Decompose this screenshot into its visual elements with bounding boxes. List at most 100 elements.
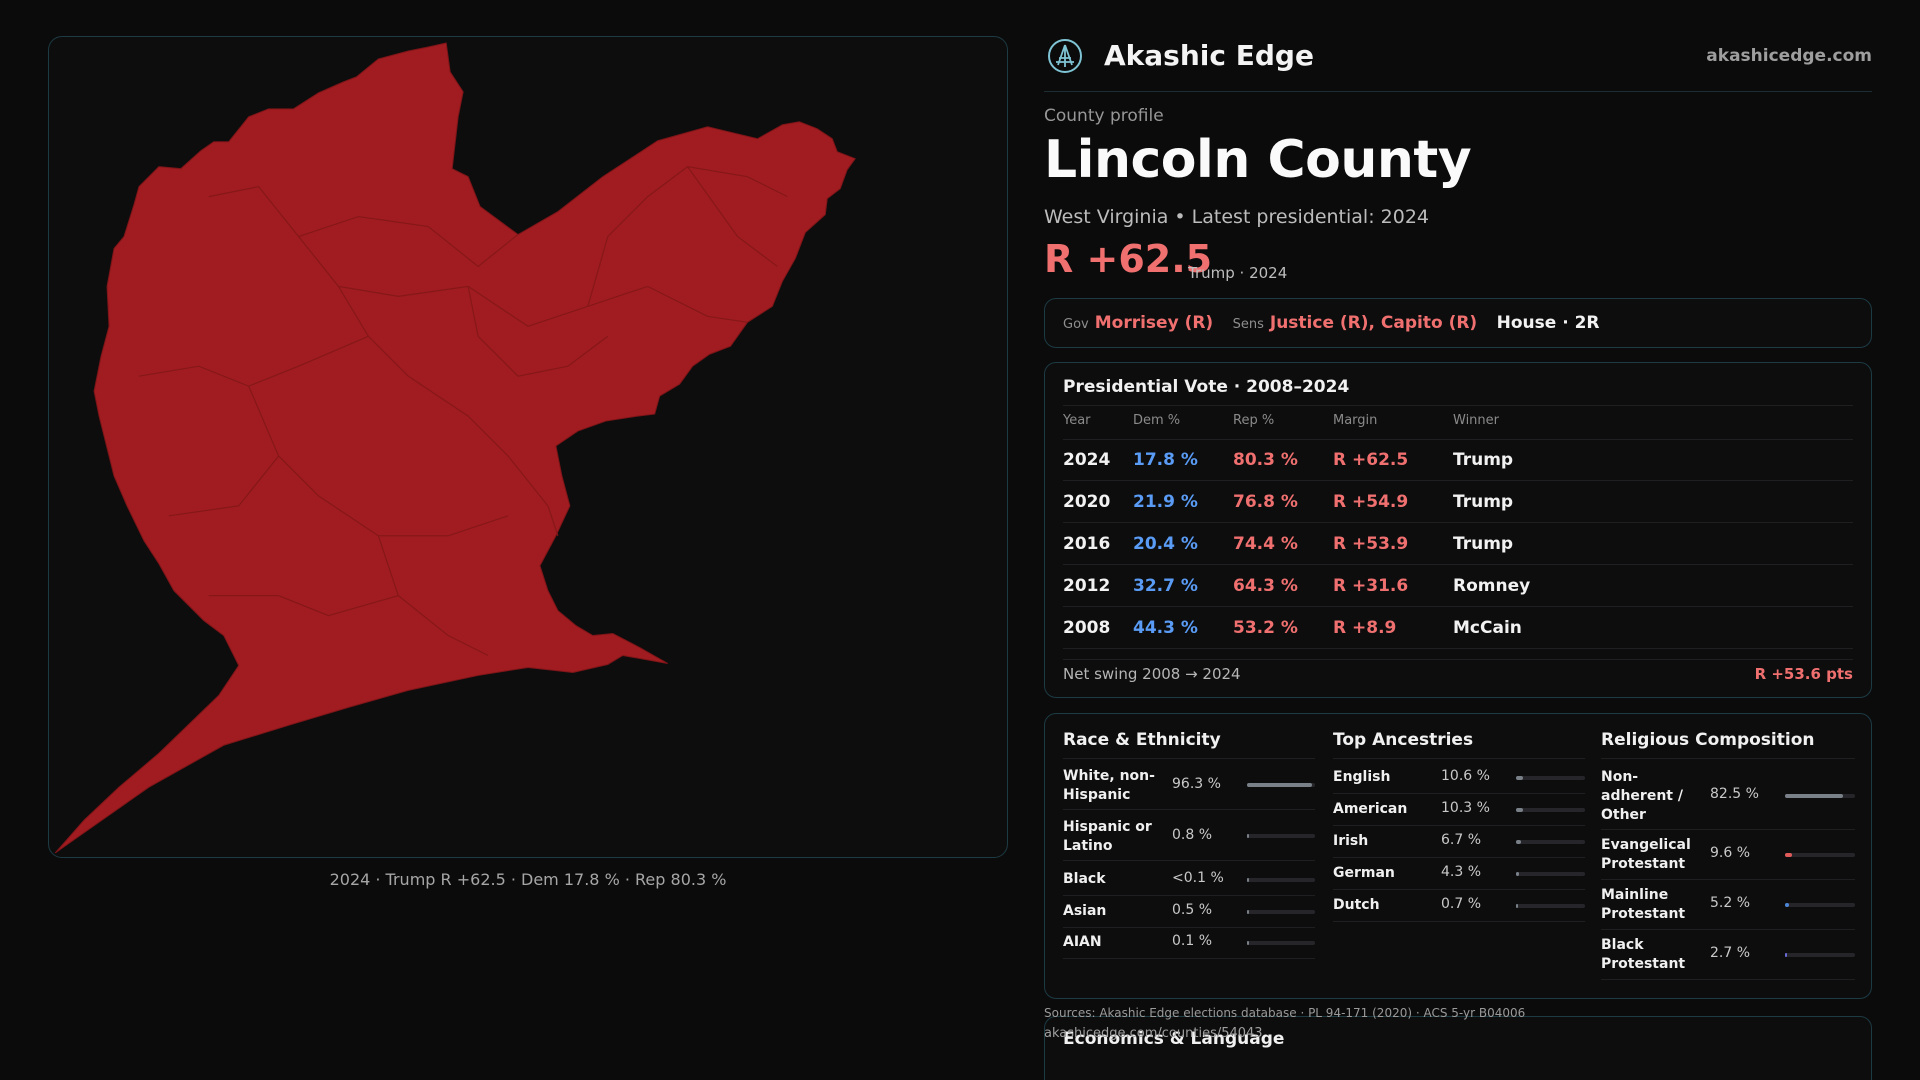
net-swing-value: R +53.6 pts [1754,665,1853,683]
religion-row: Non-adherent / Other 82.5 % [1601,766,1855,830]
divider [1063,405,1853,406]
race-value: <0.1 % [1172,870,1224,886]
cell-year: 2024 [1063,450,1111,470]
source-url[interactable]: akashicedge.com/counties/54043 [1044,1026,1263,1041]
ancestry-bar-fill [1516,872,1519,876]
religion-bar [1785,953,1855,957]
cell-margin: R +62.5 [1333,450,1409,470]
ancestry-bar [1516,808,1585,812]
gov-label: Gov [1063,317,1089,332]
race-row: Hispanic or Latino 0.8 % [1063,817,1315,861]
table-row: 2024 17.8 % 80.3 % R +62.5 Trump [1063,440,1853,481]
religion-bar [1785,903,1855,907]
economics-card: Economics & Language [1044,1016,1872,1080]
table-row: 2016 20.4 % 74.4 % R +53.9 Trump [1063,524,1853,565]
ancestry-bar-fill [1516,808,1523,812]
brand-name[interactable]: Akashic Edge [1104,39,1314,72]
divider [1063,758,1315,759]
ancestry-title: Top Ancestries [1333,730,1474,750]
cell-dem: 44.3 % [1133,618,1198,638]
cell-dem: 17.8 % [1133,450,1198,470]
ancestry-value: 10.6 % [1441,768,1490,784]
col-dem: Dem % [1133,413,1181,428]
net-swing-label: Net swing 2008 → 2024 [1063,665,1241,683]
votes-title: Presidential Vote · 2008–2024 [1063,377,1350,397]
house-delegation: House · 2R [1496,313,1600,333]
cell-dem: 32.7 % [1133,576,1198,596]
religion-title: Religious Composition [1601,730,1815,750]
ancestry-bar [1516,872,1585,876]
county-map[interactable] [48,36,1008,858]
county-map-svg[interactable] [49,37,1007,857]
divider [1601,758,1855,759]
ancestry-label: German [1333,865,1395,881]
col-margin: Margin [1333,413,1378,428]
precinct-lines [138,166,788,657]
table-row: 2012 32.7 % 64.3 % R +31.6 Romney [1063,566,1853,607]
race-bar [1247,910,1315,914]
ancestry-row: English 10.6 % [1333,766,1585,794]
race-value: 96.3 % [1172,776,1221,792]
col-winner: Winner [1453,413,1500,428]
ancestry-bar-fill [1516,840,1521,844]
ancestry-row: Dutch 0.7 % [1333,894,1585,922]
cell-rep: 76.8 % [1233,492,1298,512]
cell-year: 2020 [1063,492,1111,512]
cell-winner: Romney [1453,576,1531,596]
akashic-logo-icon[interactable] [1047,38,1083,74]
religion-label: Black Protestant [1601,937,1686,972]
ancestry-value: 10.3 % [1441,800,1490,816]
race-value: 0.1 % [1172,933,1213,949]
cell-rep: 64.3 % [1233,576,1298,596]
col-year: Year [1063,413,1091,428]
race-bar [1247,878,1315,882]
religion-bar-fill [1785,953,1787,957]
ancestry-value: 6.7 % [1441,832,1482,848]
race-label: AIAN [1063,934,1102,950]
cell-year: 2016 [1063,534,1111,554]
race-bar-fill [1247,878,1249,882]
cell-margin: R +8.9 [1333,618,1397,638]
profile-panel: Akashic Edge akashicedge.com County prof… [1044,0,1872,1080]
race-row: AIAN 0.1 % [1063,931,1315,959]
ancestry-bar-fill [1516,776,1523,780]
cell-winner: Trump [1453,492,1514,512]
cell-dem: 21.9 % [1133,492,1198,512]
ancestry-bar [1516,840,1585,844]
race-label: Hispanic or Latino [1063,819,1152,854]
ancestry-label: American [1333,801,1408,817]
cell-margin: R +53.9 [1333,534,1409,554]
race-title: Race & Ethnicity [1063,730,1221,750]
divider [1063,439,1853,440]
religion-bar-fill [1785,853,1792,857]
cell-rep: 53.2 % [1233,618,1298,638]
county-shape[interactable] [54,42,856,854]
race-bar [1247,834,1315,838]
race-label: Asian [1063,903,1107,919]
site-link[interactable]: akashicedge.com [1706,46,1872,66]
religion-bar-fill [1785,903,1789,907]
cell-dem: 20.4 % [1133,534,1198,554]
table-row: 2020 21.9 % 76.8 % R +54.9 Trump [1063,482,1853,523]
cell-margin: R +31.6 [1333,576,1409,596]
ancestry-label: English [1333,769,1391,785]
map-caption: 2024 · Trump R +62.5 · Dem 17.8 % · Rep … [329,870,727,889]
religion-bar-fill [1785,794,1843,798]
race-label: Black [1063,871,1106,887]
religion-value: 2.7 % [1710,945,1751,961]
ancestry-bar [1516,904,1585,908]
cell-winner: McCain [1453,618,1522,638]
page-subtitle: West Virginia • Latest presidential: 202… [1044,206,1429,228]
cell-year: 2012 [1063,576,1111,596]
demographics-card: Race & Ethnicity White, non-Hispanic 96.… [1044,713,1872,999]
ancestry-label: Irish [1333,833,1369,849]
race-bar [1247,783,1315,787]
ancestry-label: Dutch [1333,897,1380,913]
cell-rep: 74.4 % [1233,534,1298,554]
race-bar-fill [1247,941,1249,945]
race-row: White, non-Hispanic 96.3 % [1063,766,1315,810]
religion-row: Evangelical Protestant 9.6 % [1601,834,1855,880]
religion-section: Religious Composition Non-adherent / Oth… [1601,714,1855,1000]
religion-value: 82.5 % [1710,786,1759,802]
cell-rep: 80.3 % [1233,450,1298,470]
